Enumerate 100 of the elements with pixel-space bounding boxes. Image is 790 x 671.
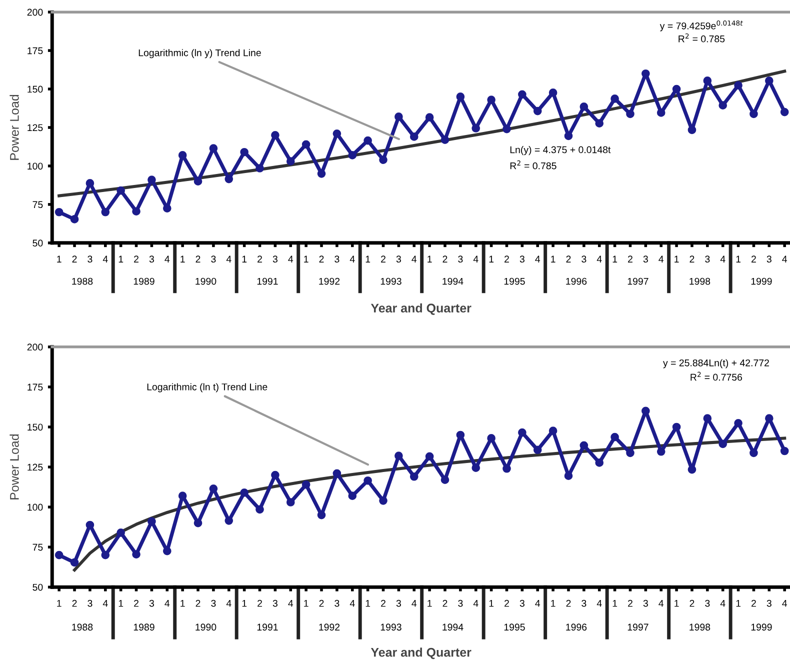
point xyxy=(194,518,202,528)
x-tick-label: 2 xyxy=(258,600,262,607)
x-tick-label: 3 xyxy=(766,256,772,263)
text: 1991 xyxy=(257,278,278,285)
x-tick-label: 1 xyxy=(366,600,370,607)
text: 1993 xyxy=(380,624,402,631)
x-tick-label: 4 xyxy=(102,600,108,607)
x-tick-label: 4 xyxy=(350,600,355,607)
point xyxy=(302,140,310,149)
x-tick-label: 2 xyxy=(134,600,138,607)
y-tick-label: 200 xyxy=(27,8,43,16)
text: 1998 xyxy=(690,624,710,631)
x-tick-label: 1 xyxy=(304,256,308,262)
x-tick-label: 1 xyxy=(242,256,247,262)
text: 1993 xyxy=(380,278,402,285)
x-tick-label: 3 xyxy=(334,256,340,263)
point xyxy=(703,76,712,85)
x-tick-label: 4 xyxy=(164,256,170,262)
x-tick-label: 2 xyxy=(566,256,571,262)
x-tick-label: 2 xyxy=(72,256,77,262)
x-tick-label: 4 xyxy=(412,600,417,607)
x-tick-label: 1 xyxy=(674,600,679,607)
point xyxy=(425,113,434,122)
x-tick-label: 1 xyxy=(736,256,741,262)
x-tick-label: 3 xyxy=(396,256,401,263)
point xyxy=(672,422,681,432)
point xyxy=(750,448,758,458)
point xyxy=(750,110,758,118)
x-tick-label: 2 xyxy=(442,256,448,262)
point xyxy=(595,458,604,467)
point xyxy=(734,81,742,90)
x-tick-label: 3 xyxy=(272,600,278,607)
x-tick-label: 2 xyxy=(752,600,756,607)
x-tick-label: 1 xyxy=(551,600,556,607)
point xyxy=(718,101,728,110)
x-tick-label: 2 xyxy=(319,600,324,607)
x-tick-label: 4 xyxy=(473,600,478,607)
text: 1999 xyxy=(751,624,772,631)
point xyxy=(286,498,295,506)
point xyxy=(271,131,280,140)
point xyxy=(580,441,588,450)
point xyxy=(518,90,526,99)
x-axis-title: Year and Quarter xyxy=(370,303,472,315)
annotation: R$^{2}$ = 0.785 xyxy=(510,160,556,170)
annotation: R$^{2}$ = 0.7756 xyxy=(690,372,742,381)
text: 1997 xyxy=(628,624,648,631)
point xyxy=(240,148,248,156)
point xyxy=(101,208,110,216)
y-tick-label: 125 xyxy=(28,124,43,132)
point xyxy=(256,164,264,172)
point xyxy=(518,428,526,437)
x-tick-label: 3 xyxy=(211,256,216,263)
y-tick-label: 175 xyxy=(28,384,43,391)
x-tick-label: 4 xyxy=(658,600,664,607)
point xyxy=(456,92,465,101)
text: 1997 xyxy=(628,278,648,285)
x-axis-title: Year and Quarter xyxy=(370,648,472,660)
x-tick-label: 4 xyxy=(288,256,294,262)
y-tick-label: 75 xyxy=(32,544,43,551)
x-tick-label: 2 xyxy=(442,600,448,607)
y-tick-label: 150 xyxy=(28,424,43,431)
x-tick-label: 4 xyxy=(412,256,417,262)
point xyxy=(302,480,310,489)
x-tick-label: 1 xyxy=(551,256,556,262)
point xyxy=(595,119,604,128)
x-tick-label: 4 xyxy=(596,256,602,262)
text: 1995 xyxy=(504,278,525,285)
point xyxy=(332,469,342,478)
point xyxy=(780,446,789,456)
point xyxy=(379,496,388,505)
text: 1989 xyxy=(134,278,154,285)
text: 1998 xyxy=(690,278,710,285)
point xyxy=(70,215,79,224)
x-tick-label: 4 xyxy=(226,256,232,262)
point xyxy=(148,176,156,184)
x-tick-label: 1 xyxy=(612,600,618,607)
point xyxy=(70,558,79,567)
x-tick-label: 3 xyxy=(582,256,586,263)
point xyxy=(548,88,558,97)
point xyxy=(364,136,372,145)
point xyxy=(718,440,728,448)
point xyxy=(626,110,634,118)
x-tick-label: 2 xyxy=(72,600,77,607)
x-tick-label: 2 xyxy=(196,256,200,262)
y-tick-label: 125 xyxy=(28,464,43,471)
y-tick-label: 100 xyxy=(28,162,43,170)
x-tick-label: 3 xyxy=(705,600,710,607)
annotation: Ln(y) = 4.375 + 0.0148t xyxy=(510,146,611,156)
point xyxy=(394,112,403,121)
y-tick-label: 50 xyxy=(32,240,43,247)
text: 1994 xyxy=(442,624,464,631)
x-tick-label: 4 xyxy=(350,256,355,262)
x-tick-label: 3 xyxy=(149,600,154,607)
point xyxy=(286,157,295,166)
point xyxy=(533,106,542,116)
x-tick-label: 3 xyxy=(520,600,524,607)
point xyxy=(425,452,434,461)
annotation: Logarithmic (ln y) Trend Line xyxy=(138,49,261,58)
point xyxy=(132,550,140,558)
text: 1989 xyxy=(134,624,154,631)
